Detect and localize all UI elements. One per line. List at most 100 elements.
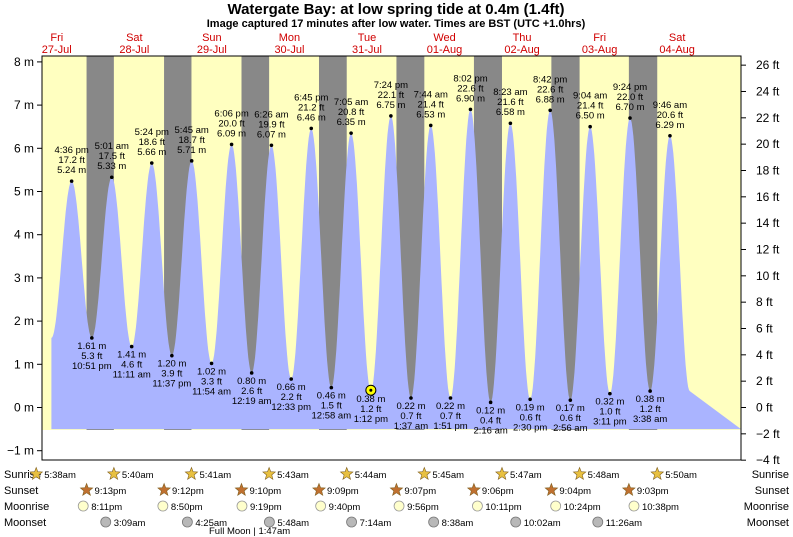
high-tide-label: 6.50 m — [576, 111, 605, 122]
right-tick-label: −4 ft — [756, 453, 780, 467]
high-tide-label: 9:46 am — [653, 100, 687, 111]
moonset-icon — [100, 516, 112, 528]
high-tide-point — [508, 121, 513, 126]
moonset-icon — [428, 516, 440, 528]
day-name: Fri — [593, 32, 606, 44]
right-tick-label: 26 ft — [756, 58, 780, 72]
high-tide-point — [428, 123, 433, 128]
left-tick-label: 0 m — [14, 401, 34, 415]
low-tide-label: 3.9 ft — [161, 369, 182, 380]
high-tide-point — [588, 124, 592, 129]
low-tide-label: 1.20 m — [157, 359, 186, 370]
sunset-time: 9:06pm — [482, 486, 514, 497]
day-name: Mon — [279, 32, 300, 44]
low-tide-label: 0.6 ft — [520, 412, 541, 423]
high-tide-label: 6.70 m — [615, 102, 644, 113]
moonset-row-label: Moonset — [4, 517, 46, 529]
low-tide-point — [448, 396, 453, 400]
high-tide-label: 22.1 ft — [378, 90, 405, 101]
high-tide-label: 7:24 pm — [374, 80, 408, 91]
left-tick-label: 6 m — [14, 141, 34, 155]
day-date: 04-Aug — [659, 44, 694, 56]
high-tide-label: 6.35 m — [337, 117, 366, 128]
moonset-time: 3:09am — [114, 518, 146, 529]
low-tide-label: 1:12 pm — [354, 414, 388, 425]
low-tide-point — [409, 396, 413, 400]
high-tide-point — [269, 143, 274, 148]
moonrise-time: 10:11pm — [485, 502, 521, 513]
moonset-time: 7:14am — [360, 518, 392, 529]
day-date: 02-Aug — [504, 44, 539, 56]
high-tide-label: 6.29 m — [655, 120, 684, 131]
low-tide-label: 0.32 m — [595, 397, 624, 408]
right-tick-label: 20 ft — [756, 137, 780, 151]
sunset-time: 9:04pm — [559, 486, 591, 497]
sunrise-icon — [339, 466, 354, 480]
day-name: Sun — [202, 32, 222, 44]
row-labels-left: Sunrise Sunset Moonrise Moonset — [4, 469, 49, 529]
high-tide-point — [668, 133, 672, 138]
high-tide-label: 6:26 am — [254, 109, 288, 120]
low-tide-label: 11:37 pm — [152, 379, 191, 390]
sunset-icon — [466, 482, 481, 496]
sunrise-icon — [650, 466, 665, 480]
low-tide-label: 3:38 am — [633, 414, 667, 425]
sunrise-time: 5:38am — [44, 470, 76, 481]
low-tide-label: 12:33 pm — [271, 402, 311, 413]
high-tide-point — [189, 159, 194, 163]
moon-phase-label: Full Moon | 1:47am — [209, 526, 290, 537]
right-tick-label: 6 ft — [756, 321, 773, 335]
high-tide-label: 17.5 ft — [99, 151, 126, 162]
left-tick-label: 3 m — [14, 271, 34, 285]
moonset-row-label-right: Moonset — [747, 517, 789, 529]
day-date: 27-Jul — [42, 44, 72, 56]
moonrise-time: 8:50pm — [171, 502, 203, 513]
sunset-time: 9:09pm — [327, 486, 359, 497]
sunset-icon — [234, 482, 249, 496]
sunrise-icon — [262, 466, 277, 480]
high-tide-label: 4:36 pm — [54, 145, 88, 156]
high-tide-point — [69, 179, 74, 183]
moonrise-time: 9:19pm — [250, 502, 282, 513]
right-tick-label: 16 ft — [756, 190, 780, 204]
low-tide-label: 0.7 ft — [400, 411, 421, 422]
moonset-time: 4:25am — [195, 518, 227, 529]
right-tick-label: 0 ft — [756, 401, 773, 415]
low-tide-label: 1.61 m — [77, 341, 106, 352]
high-tide-label: 6:45 pm — [294, 92, 328, 103]
low-tide-label: 1:51 pm — [433, 421, 467, 432]
sunrise-icon — [495, 466, 509, 480]
low-tide-point — [170, 353, 174, 358]
low-tide-label: 2:56 am — [553, 423, 587, 434]
moonrise-icon — [77, 500, 89, 512]
high-tide-point — [468, 107, 473, 112]
day-date: 01-Aug — [427, 44, 462, 56]
day-name: Thu — [513, 32, 532, 44]
high-tide-point — [349, 131, 353, 135]
day-name: Sat — [126, 32, 143, 44]
moonset-time: 5:48am — [277, 518, 309, 529]
moonrise-row-label: Moonrise — [4, 501, 49, 513]
moonrise-icon — [315, 500, 327, 512]
low-tide-label: 0.66 m — [277, 382, 306, 393]
left-axis: 8 m 7 m 6 m 5 m 4 m 3 m 2 m 1 m 0 m −1 m — [7, 55, 42, 458]
moonrise-icon — [472, 500, 483, 512]
high-tide-label: 22.6 ft — [537, 84, 564, 95]
high-tide-label: 5.33 m — [97, 161, 126, 172]
high-tide-label: 20.0 ft — [218, 118, 245, 129]
high-tide-label: 20.8 ft — [338, 107, 365, 118]
sun-moon-events: 5:38am 5:40am 5:41am 5:43am 5:44am 5:45am 5:47… — [29, 466, 697, 529]
right-axis: 26 ft 24 ft 22 ft 20 ft 18 ft 16 ft 14 ft 12 ft… — [741, 58, 780, 467]
moonset-icon — [263, 516, 275, 528]
moonrise-time: 8:11pm — [91, 502, 122, 513]
low-tide-label: 1.0 ft — [599, 407, 620, 418]
sunrise-icon — [29, 466, 44, 480]
sunset-time: 9:10pm — [249, 486, 281, 497]
sunset-icon — [312, 482, 326, 496]
day-name: Tue — [358, 32, 377, 44]
left-tick-label: 8 m — [14, 55, 34, 69]
moonrise-icon — [157, 500, 169, 512]
moonset-icon — [346, 516, 357, 528]
low-tide-label: 0.22 m — [436, 401, 465, 412]
